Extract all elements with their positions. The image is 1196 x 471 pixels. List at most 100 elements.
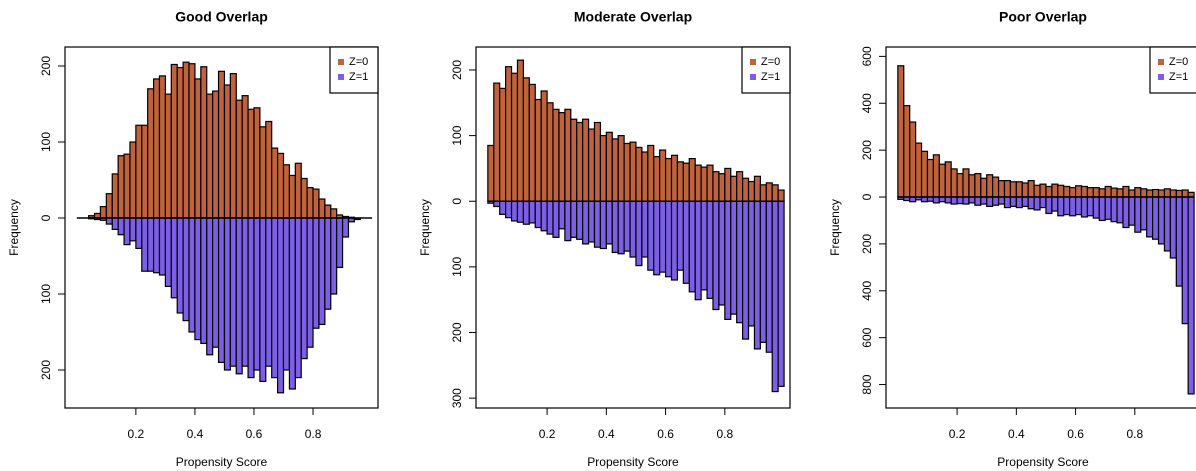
bar [1057,196,1065,217]
bar [706,164,714,202]
bar [282,217,291,371]
bar [194,78,202,219]
legend-swatch [1158,59,1164,65]
bar [200,66,208,219]
bar [1187,196,1195,395]
bar [135,217,143,249]
bar [330,208,338,219]
bar [152,217,161,274]
bar [147,217,155,272]
bar [611,200,619,254]
bar [1051,196,1059,212]
bar [670,200,679,281]
x-tick-label: 0.2 [949,427,966,441]
bar [1116,196,1124,224]
y-tick-label: 100 [39,284,53,304]
bar [986,174,994,198]
bar [682,200,690,284]
bar [968,174,976,198]
bar [1009,196,1017,208]
bar [736,200,744,324]
bar [736,171,744,202]
bar [997,196,1006,205]
bar [1152,188,1160,198]
bar [1169,189,1177,198]
bar [730,200,738,315]
x-tick-label: 0.6 [246,427,263,441]
bar [1045,185,1053,198]
bar [330,217,338,295]
bar [664,200,673,278]
bar [206,217,214,356]
bar [158,217,166,276]
y-tick-label: 0 [39,214,53,221]
bar [635,200,643,267]
y-tick-label: 200 [860,140,874,160]
y-tick-label: 800 [860,374,874,394]
bar [771,200,779,393]
bar [920,150,929,198]
bar [1163,196,1171,252]
bar [897,65,905,198]
bar [247,217,255,379]
bar [1104,196,1112,220]
bar [605,131,613,202]
bar [1104,185,1112,198]
bar [759,200,767,343]
bar [747,200,756,327]
bar [229,72,237,219]
bar [117,155,125,219]
bar [277,217,285,394]
bar [129,141,137,219]
bar [516,200,524,223]
bar [1015,196,1023,209]
bar [141,124,149,219]
bar [1140,188,1148,198]
y-tick-label: 200 [39,56,53,76]
y-tick-label: 200 [860,234,874,254]
y-tick-label: 200 [39,360,53,380]
bar [1080,196,1089,218]
bar [324,204,332,219]
bar [212,217,220,348]
bar [974,172,982,198]
panel: Moderate Overlap Propensity Score Frequenc… [418,9,791,469]
bar [593,121,602,202]
bar [493,82,501,202]
x-tick-label: 0.8 [716,427,733,441]
panel: Good Overlap Propensity Score Frequency 0.2… [7,9,379,469]
bar [1051,183,1059,198]
bar [676,161,684,202]
bar [1152,196,1160,240]
bar [188,217,196,333]
bar [623,200,631,252]
x-axis-label: Propensity Score [176,455,268,469]
bar [1098,196,1106,222]
bar [1122,185,1130,198]
bar [1122,196,1130,229]
bar [956,196,964,205]
y-tick-label: 400 [860,280,874,300]
bar [229,217,237,367]
bar [294,162,302,219]
y-tick-label: 600 [860,46,874,66]
bar [516,59,524,202]
bar [253,217,261,371]
bar [587,200,596,243]
bar [623,142,631,202]
y-tick-label: 200 [450,322,464,342]
legend-box [741,46,791,94]
bar [629,200,637,258]
bar [659,200,667,273]
bar [932,154,940,198]
bar [164,93,172,219]
legend-label: Z=1 [761,71,780,83]
bar [558,112,566,202]
legend-label: Z=1 [349,71,368,83]
bar [522,200,530,225]
bar [111,217,119,230]
bar [576,121,584,202]
bar [1116,188,1124,198]
bar [1015,181,1023,198]
bar [718,200,726,306]
